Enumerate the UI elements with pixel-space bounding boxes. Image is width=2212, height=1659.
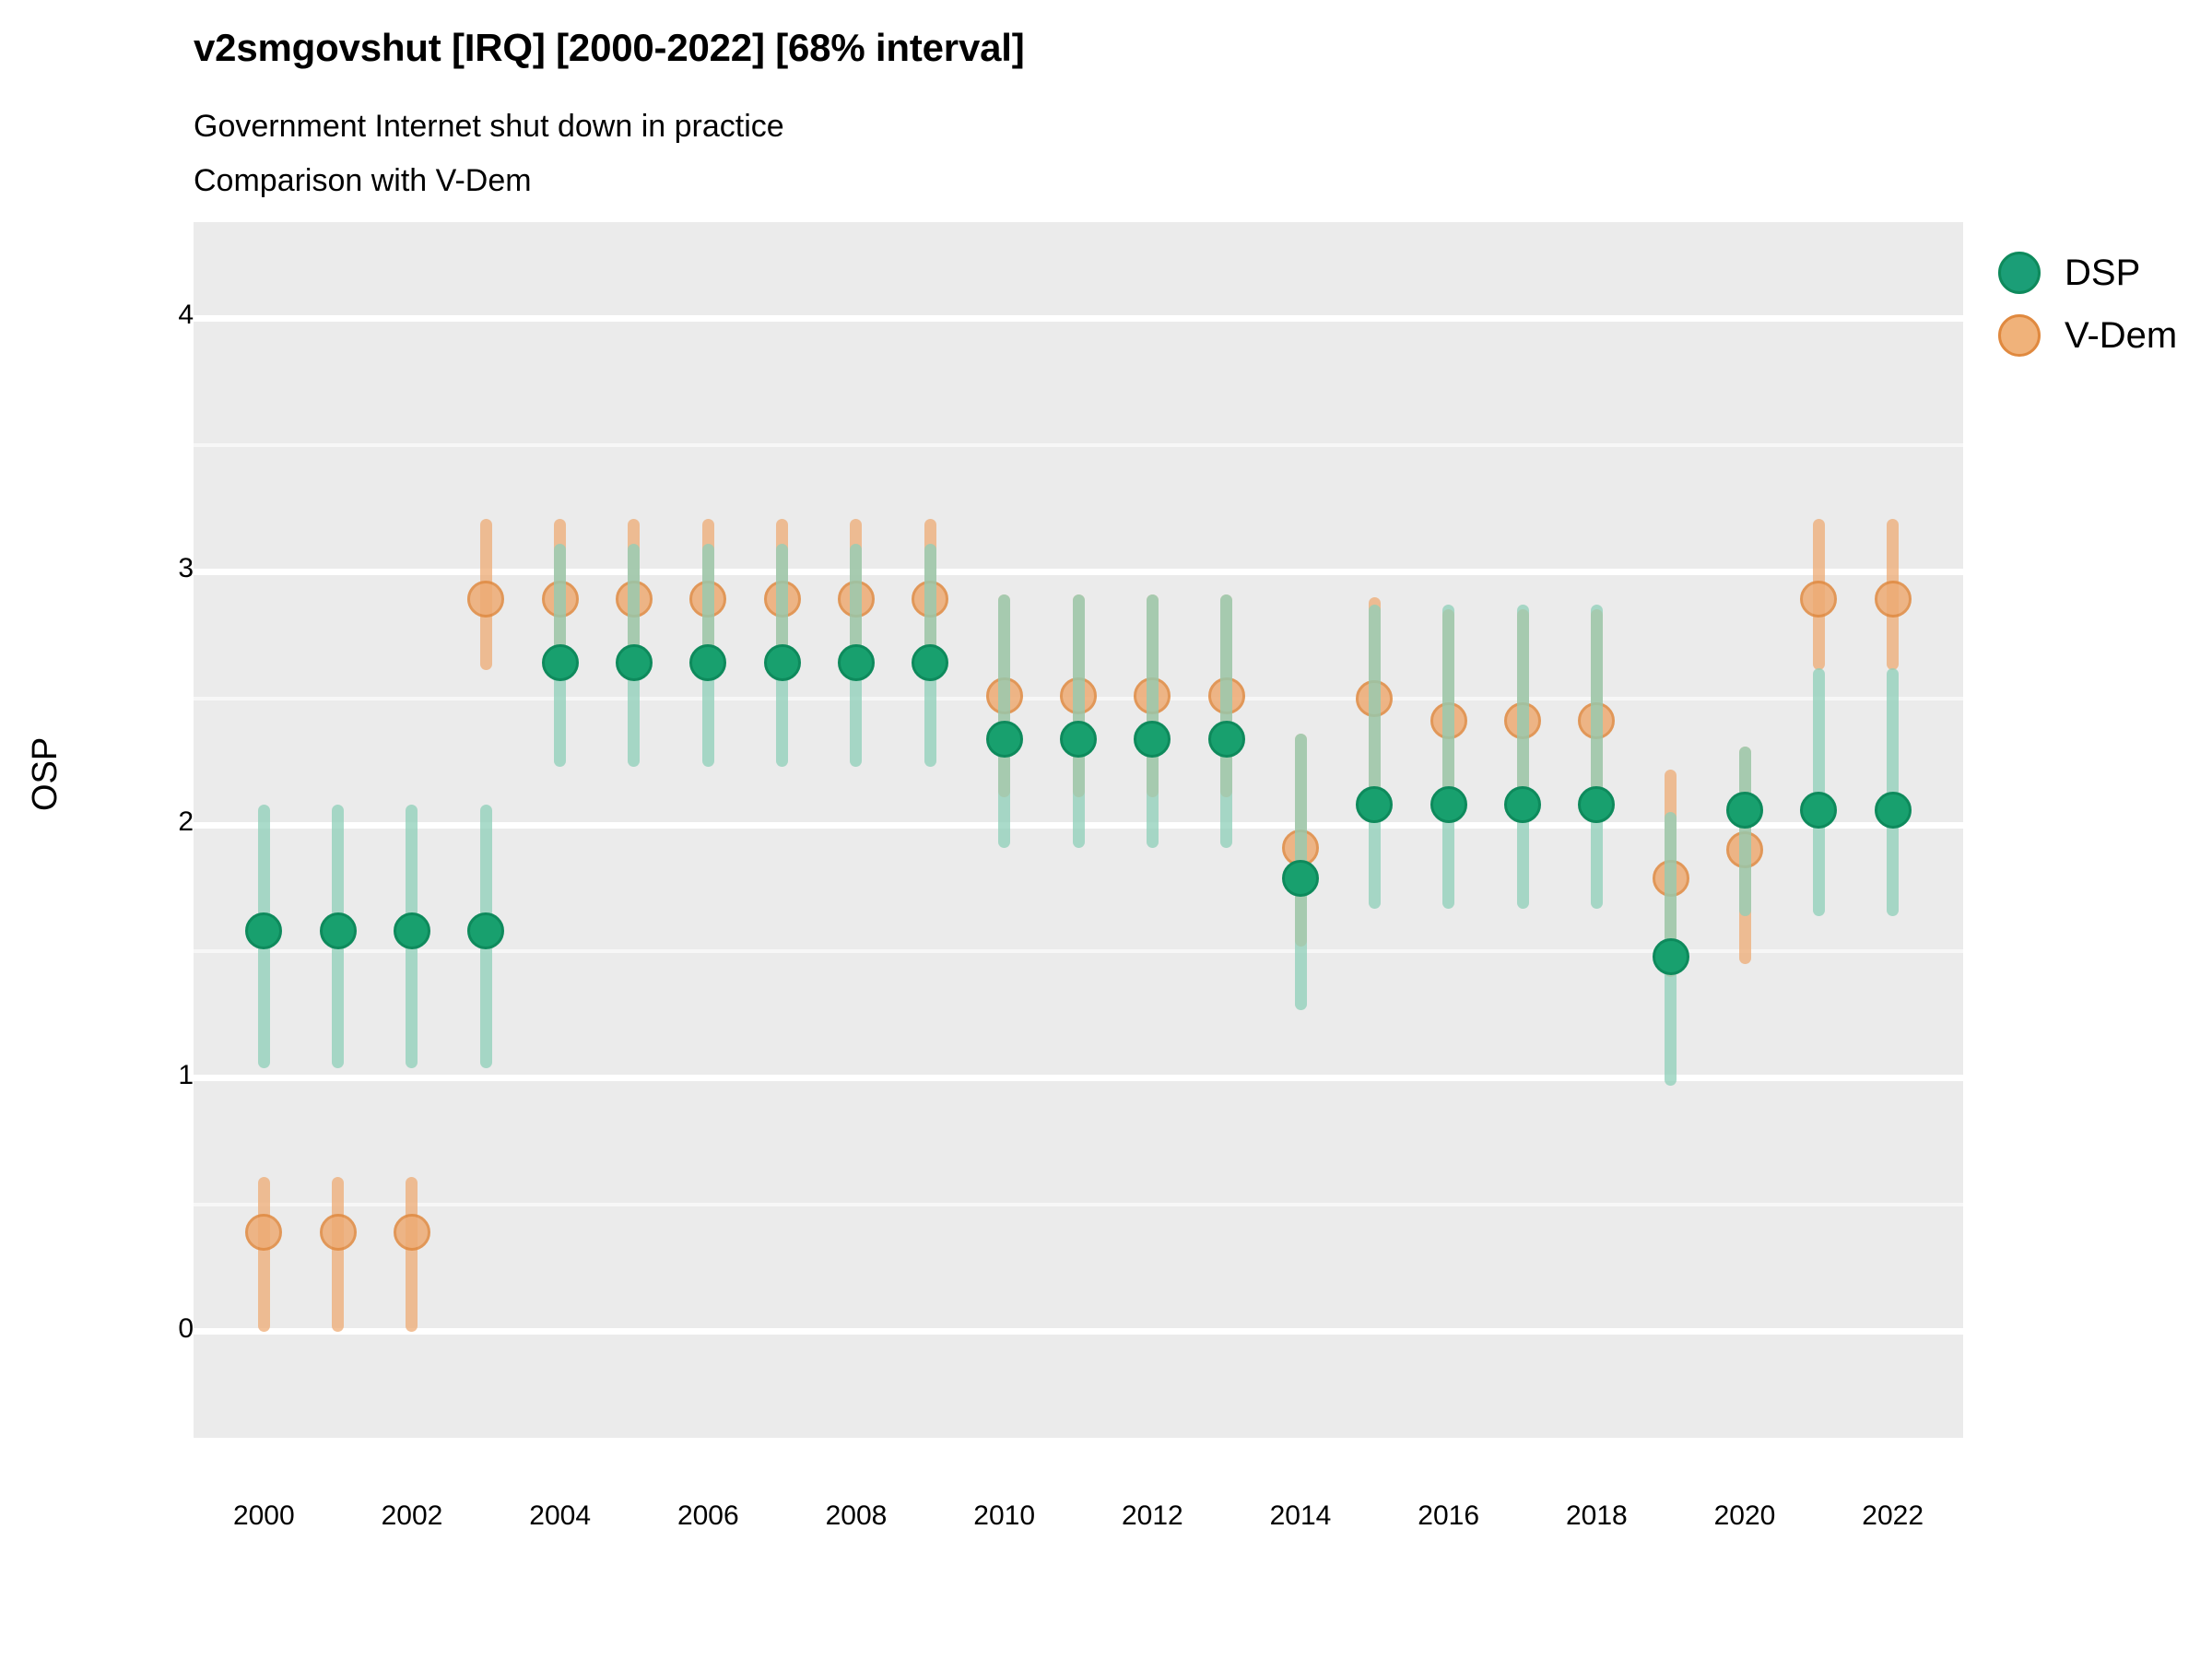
legend-item-dsp[interactable]: DSP — [1998, 241, 2177, 304]
legend-label-v-dem: V-Dem — [2065, 314, 2178, 356]
data-point-dsp-2006[interactable] — [689, 644, 727, 682]
data-point-dsp-2020[interactable] — [1726, 791, 1763, 829]
x-tick-label-2020: 2020 — [1713, 1500, 1776, 1531]
x-tick-label-2002: 2002 — [381, 1500, 443, 1531]
data-point-dsp-2009[interactable] — [912, 644, 949, 682]
y-tick-label-3: 3 — [178, 553, 194, 584]
data-point-dsp-2004[interactable] — [541, 644, 579, 682]
chart-subtitle-line1: Government Internet shut down in practic… — [194, 109, 784, 144]
data-point-dsp-2018[interactable] — [1578, 786, 1616, 824]
data-point-v-dem-2000[interactable] — [245, 1214, 283, 1252]
y-axis-label: OSP — [26, 736, 65, 811]
data-point-dsp-2016[interactable] — [1430, 786, 1467, 824]
gridline-major-4 — [194, 314, 1963, 322]
legend-key-vdem — [1998, 314, 2041, 357]
gridline-major-0 — [194, 1328, 1963, 1335]
x-tick-label-2004: 2004 — [529, 1500, 592, 1531]
legend-item-v-dem[interactable]: V-Dem — [1998, 304, 2177, 367]
data-point-v-dem-2003[interactable] — [467, 581, 505, 618]
x-tick-label-2012: 2012 — [1121, 1500, 1183, 1531]
data-point-dsp-2008[interactable] — [837, 644, 875, 682]
gridline-major-1 — [194, 1075, 1963, 1082]
ci-bar-dsp-2015 — [1368, 604, 1381, 909]
data-point-v-dem-2022[interactable] — [1874, 581, 1912, 618]
x-tick-label-2000: 2000 — [232, 1500, 295, 1531]
data-point-dsp-2010[interactable] — [985, 720, 1023, 758]
legend-key-dsp — [1998, 252, 2041, 294]
x-tick-label-2016: 2016 — [1418, 1500, 1480, 1531]
data-point-dsp-2014[interactable] — [1282, 859, 1319, 897]
ci-bar-dsp-2017 — [1516, 604, 1529, 909]
gridline-minor-3.5 — [194, 442, 1963, 447]
ci-bar-v-dem-2000 — [257, 1176, 270, 1332]
data-point-dsp-2002[interactable] — [393, 912, 430, 950]
data-point-dsp-2013[interactable] — [1207, 720, 1245, 758]
data-point-v-dem-2021[interactable] — [1800, 581, 1838, 618]
data-point-dsp-2011[interactable] — [1060, 720, 1097, 758]
y-tick-label-2: 2 — [178, 806, 194, 837]
x-tick-label-2006: 2006 — [677, 1500, 739, 1531]
data-point-dsp-2019[interactable] — [1652, 937, 1689, 975]
chart-legend: DSP V-Dem — [1998, 241, 2177, 367]
ci-bar-dsp-2016 — [1442, 604, 1455, 909]
gridline-minor-0.5 — [194, 1203, 1963, 1207]
data-point-dsp-2012[interactable] — [1134, 720, 1171, 758]
legend-label-dsp: DSP — [2065, 252, 2141, 293]
data-point-dsp-2003[interactable] — [467, 912, 505, 950]
x-tick-label-2014: 2014 — [1269, 1500, 1332, 1531]
gridline-major-3 — [194, 568, 1963, 575]
chart-subtitle-line2: Comparison with V-Dem — [194, 163, 532, 198]
x-tick-label-2008: 2008 — [825, 1500, 888, 1531]
data-point-dsp-2005[interactable] — [615, 644, 653, 682]
data-point-dsp-2007[interactable] — [763, 644, 801, 682]
data-point-dsp-2021[interactable] — [1800, 791, 1838, 829]
gridline-minor-1.5 — [194, 949, 1963, 954]
y-tick-label-1: 1 — [178, 1059, 194, 1090]
y-tick-label-4: 4 — [178, 300, 194, 331]
chart-title: v2smgovshut [IRQ] [2000-2022] [68% inter… — [194, 26, 1025, 69]
data-point-v-dem-2002[interactable] — [393, 1214, 430, 1252]
x-tick-label-2018: 2018 — [1565, 1500, 1628, 1531]
x-tick-label-2022: 2022 — [1862, 1500, 1924, 1531]
data-point-dsp-2015[interactable] — [1356, 786, 1394, 824]
ci-bar-dsp-2018 — [1590, 604, 1603, 909]
ci-bar-dsp-2020 — [1738, 746, 1751, 916]
data-point-dsp-2017[interactable] — [1504, 786, 1541, 824]
data-point-dsp-2000[interactable] — [245, 912, 283, 950]
data-point-dsp-2022[interactable] — [1874, 791, 1912, 829]
x-tick-label-2010: 2010 — [973, 1500, 1036, 1531]
ci-bar-v-dem-2001 — [332, 1176, 345, 1332]
data-point-v-dem-2001[interactable] — [319, 1214, 357, 1252]
ci-bar-v-dem-2002 — [406, 1176, 418, 1332]
data-point-dsp-2001[interactable] — [319, 912, 357, 950]
y-tick-label-0: 0 — [178, 1312, 194, 1344]
